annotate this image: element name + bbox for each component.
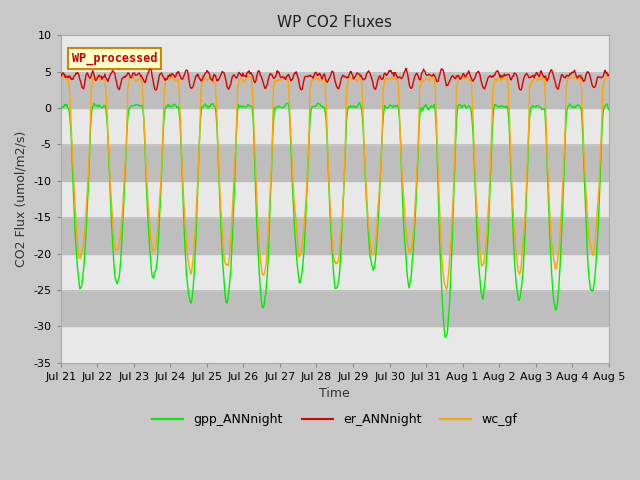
er_ANNnight bbox=[419, 69, 427, 74]
wc_gf bbox=[443, 287, 451, 292]
Line: wc_gf: wc_gf bbox=[61, 74, 609, 289]
Text: WP_processed: WP_processed bbox=[72, 52, 157, 65]
wc_gf bbox=[179, 175, 186, 181]
er_ANNnight bbox=[180, 74, 188, 80]
Bar bbox=[61, 108, 609, 144]
gpp_ANNnight bbox=[605, 107, 612, 113]
wc_gf bbox=[123, 118, 131, 124]
gpp_ANNnight bbox=[402, 253, 410, 259]
gpp_ANNnight bbox=[356, 100, 364, 106]
gpp_ANNnight bbox=[67, 124, 74, 130]
Y-axis label: CO2 Flux (umol/m2/s): CO2 Flux (umol/m2/s) bbox=[15, 131, 28, 267]
wc_gf bbox=[418, 79, 426, 84]
Line: er_ANNnight: er_ANNnight bbox=[61, 68, 609, 90]
Line: gpp_ANNnight: gpp_ANNnight bbox=[61, 103, 609, 337]
Title: WP CO2 Fluxes: WP CO2 Fluxes bbox=[277, 15, 392, 30]
er_ANNnight bbox=[402, 65, 410, 71]
er_ANNnight bbox=[152, 87, 160, 93]
wc_gf bbox=[57, 75, 65, 81]
gpp_ANNnight bbox=[123, 126, 131, 132]
Bar bbox=[61, 290, 609, 326]
er_ANNnight bbox=[123, 72, 131, 78]
er_ANNnight bbox=[209, 78, 216, 84]
er_ANNnight bbox=[67, 75, 74, 81]
Bar bbox=[61, 217, 609, 253]
Bar bbox=[61, 72, 609, 108]
wc_gf bbox=[402, 227, 410, 233]
Bar bbox=[61, 326, 609, 362]
wc_gf bbox=[605, 73, 612, 79]
X-axis label: Time: Time bbox=[319, 387, 350, 400]
er_ANNnight bbox=[403, 69, 411, 74]
gpp_ANNnight bbox=[418, 106, 426, 111]
wc_gf bbox=[357, 71, 365, 77]
Bar bbox=[61, 144, 609, 181]
Bar bbox=[61, 36, 609, 72]
gpp_ANNnight bbox=[442, 334, 449, 340]
er_ANNnight bbox=[57, 73, 65, 79]
gpp_ANNnight bbox=[179, 188, 186, 193]
wc_gf bbox=[67, 110, 74, 116]
wc_gf bbox=[208, 77, 216, 83]
Legend: gpp_ANNnight, er_ANNnight, wc_gf: gpp_ANNnight, er_ANNnight, wc_gf bbox=[147, 408, 522, 431]
Bar bbox=[61, 181, 609, 217]
Bar bbox=[61, 253, 609, 290]
gpp_ANNnight bbox=[57, 106, 65, 112]
er_ANNnight bbox=[605, 72, 612, 78]
gpp_ANNnight bbox=[208, 101, 216, 107]
